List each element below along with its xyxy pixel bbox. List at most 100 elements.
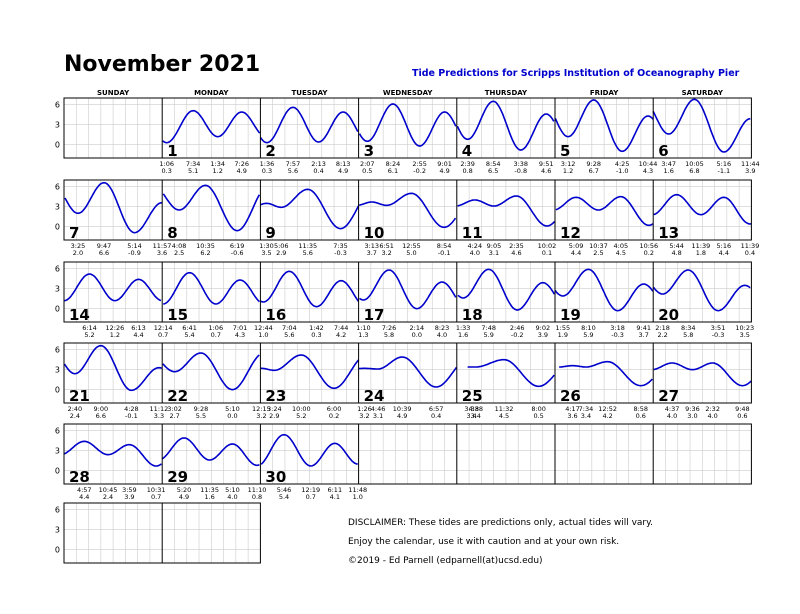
week-box — [63, 97, 752, 159]
week-row: 0 3 6 — [55, 502, 261, 564]
extreme-height: 2.9 — [276, 249, 286, 257]
extreme-height: 4.4 — [719, 249, 729, 257]
date-label: 15 — [167, 306, 188, 324]
extreme-height: 5.9 — [484, 331, 494, 339]
tide-curve — [554, 268, 654, 312]
extreme-height: 4.4 — [79, 493, 89, 501]
week-row: 03611:060.37:345.11:341.27:264.921:360.3… — [55, 97, 760, 175]
extreme-time: 5:10 — [225, 486, 240, 494]
extreme-height: 5.6 — [303, 249, 313, 257]
extreme-time: 5:20 — [177, 486, 192, 494]
tide-curve — [555, 195, 654, 227]
extreme-height: 0.7 — [151, 493, 161, 501]
extreme-height: 3.4 — [471, 412, 481, 420]
extreme-time: 8:24 — [386, 160, 401, 168]
extreme-time: 6:13 — [131, 324, 146, 332]
extreme-height: -0.6 — [231, 249, 244, 257]
extreme-height: -0.1 — [438, 249, 451, 257]
extreme-time: 11:39 — [692, 242, 711, 250]
extreme-height: 4.9 — [439, 167, 449, 175]
extreme-height: 0.4 — [431, 412, 441, 420]
extreme-time: 6:19 — [230, 242, 245, 250]
date-label: 8 — [167, 224, 177, 242]
extreme-time: 11:10 — [248, 486, 267, 494]
extreme-height: 6.5 — [488, 167, 498, 175]
extreme-time: 4:46 — [371, 405, 386, 413]
extreme-height: 0.3 — [262, 167, 272, 175]
extreme-time: 3:18 — [610, 324, 625, 332]
extreme-height: 0.0 — [227, 412, 237, 420]
extreme-height: 3.5 — [740, 331, 750, 339]
extreme-time: 12:52 — [598, 405, 617, 413]
week-box — [63, 423, 752, 485]
extreme-height: 3.2 — [359, 412, 369, 420]
date-label: 11 — [462, 224, 483, 242]
extreme-time: 7:26 — [382, 324, 397, 332]
extreme-height: 4.0 — [707, 412, 717, 420]
extreme-height: 1.2 — [563, 167, 573, 175]
extreme-time: 9:28 — [194, 405, 209, 413]
extreme-time: 10:31 — [147, 486, 166, 494]
date-label: 12 — [560, 224, 581, 242]
tide-curve — [63, 344, 162, 392]
extreme-height: 2.7 — [169, 412, 179, 420]
extreme-time: 7:35 — [333, 242, 348, 250]
date-label: 17 — [364, 306, 385, 324]
extreme-height: 2.5 — [174, 249, 184, 257]
extreme-time: 5:09 — [569, 242, 584, 250]
extreme-height: 5.1 — [188, 167, 198, 175]
extreme-time: 8:13 — [336, 160, 351, 168]
extreme-time: 10:05 — [685, 160, 704, 168]
extreme-height: 6.6 — [99, 249, 109, 257]
extreme-time: 6:51 — [379, 242, 394, 250]
extreme-height: 1.8 — [696, 249, 706, 257]
y-tick-label: 0 — [55, 305, 60, 314]
y-tick-label: 6 — [55, 101, 60, 110]
tide-curve — [358, 192, 457, 229]
extreme-height: 4.9 — [237, 167, 247, 175]
week-row: 03673:252.09:476.65:14-0.911:573.684:082… — [55, 179, 759, 257]
extreme-time: 8:54 — [437, 242, 452, 250]
extreme-time: 11:35 — [298, 242, 317, 250]
extreme-time: 5:06 — [274, 242, 289, 250]
extreme-height: 1.6 — [664, 167, 674, 175]
extreme-height: 1.6 — [204, 493, 214, 501]
weekday-header: SUNDAY — [97, 89, 130, 97]
extreme-height: 6.7 — [589, 167, 599, 175]
extreme-height: 4.9 — [338, 167, 348, 175]
extreme-time: 8:23 — [435, 324, 450, 332]
extreme-height: 4.9 — [397, 412, 407, 420]
date-label: 30 — [265, 468, 286, 486]
extreme-time: 2:46 — [510, 324, 525, 332]
extreme-time: 3:59 — [122, 486, 137, 494]
extreme-height: 3.3 — [154, 412, 164, 420]
extreme-time: 11:32 — [495, 405, 514, 413]
week-box — [63, 179, 752, 241]
extreme-height: 3.9 — [124, 493, 134, 501]
y-tick-label: 3 — [55, 203, 60, 212]
extreme-height: 4.6 — [511, 249, 521, 257]
extreme-time: 8:58 — [633, 405, 648, 413]
extreme-height: 4.4 — [133, 331, 143, 339]
extreme-height: 2.5 — [593, 249, 603, 257]
extreme-height: 4.9 — [179, 493, 189, 501]
tide-curve — [653, 362, 752, 387]
date-label: 9 — [265, 224, 275, 242]
tide-curve — [162, 352, 260, 391]
tide-curve — [163, 271, 260, 305]
extreme-time: 7:01 — [233, 324, 248, 332]
extreme-height: 5.2 — [84, 331, 94, 339]
extreme-height: 0.2 — [329, 412, 339, 420]
extreme-time: 9:51 — [539, 160, 554, 168]
week-row: 036284:574.410:452.43:593.910:310.7295:2… — [55, 423, 752, 501]
tide-curve — [259, 106, 359, 144]
extreme-height: 3.5 — [261, 249, 271, 257]
extreme-height: 3.1 — [373, 412, 383, 420]
tide-curve — [653, 193, 752, 225]
extreme-time: 11:57 — [153, 242, 172, 250]
date-label: 10 — [364, 224, 385, 242]
extreme-time: 1:06 — [208, 324, 223, 332]
extreme-time: 11:35 — [200, 486, 219, 494]
extreme-time: 1:10 — [356, 324, 371, 332]
extreme-height: -0.2 — [511, 331, 524, 339]
